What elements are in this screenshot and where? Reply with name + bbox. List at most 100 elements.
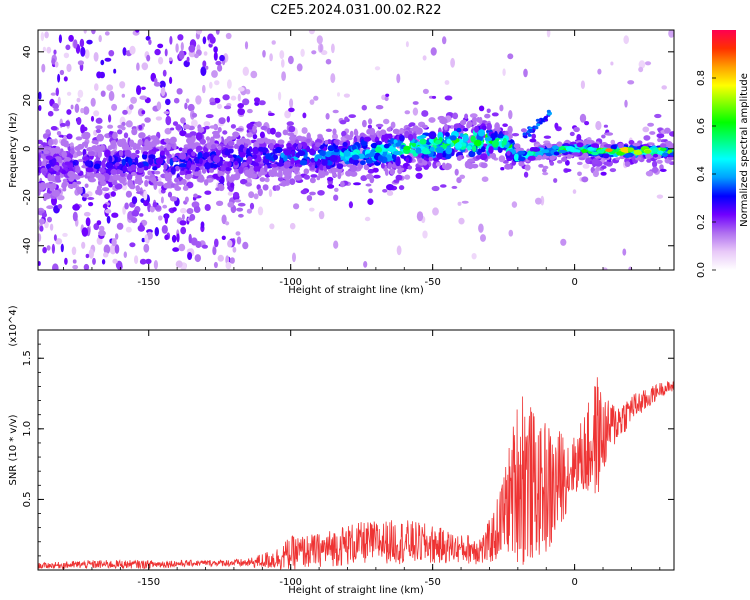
spectrogram-noise-blob bbox=[65, 44, 71, 51]
spectrogram-noise-blob bbox=[624, 99, 628, 108]
spectrogram-band-blob bbox=[545, 142, 553, 149]
spectrogram-noise-blob bbox=[211, 70, 218, 78]
spectrogram-band-blob bbox=[517, 156, 526, 161]
spectrogram-halo-blob bbox=[301, 127, 308, 134]
spectrogram-halo-blob bbox=[478, 105, 485, 112]
spectrogram-band-blob bbox=[461, 119, 467, 124]
spectrogram-band-blob bbox=[395, 142, 401, 147]
spectrogram-noise-blob bbox=[157, 43, 164, 49]
spectrogram-band-blob bbox=[151, 148, 160, 152]
spectrogram-band-blob bbox=[114, 162, 120, 167]
spectrogram-halo-blob bbox=[344, 116, 349, 122]
spectrogram-band-blob bbox=[432, 157, 440, 162]
spectrogram-band-blob bbox=[316, 175, 321, 181]
spectrogram-band-blob bbox=[375, 140, 383, 145]
spectrogram-halo-blob bbox=[415, 166, 423, 172]
spectrogram-noise-blob bbox=[236, 236, 242, 245]
spectrogram-band-blob bbox=[167, 177, 172, 182]
spectrogram-noise-blob bbox=[209, 81, 213, 89]
spectrogram-band-blob bbox=[232, 131, 240, 138]
spectrogram-band-blob bbox=[387, 162, 393, 170]
spectrogram-noise-blob bbox=[96, 71, 102, 79]
spectrogram-band-blob bbox=[128, 157, 133, 166]
spectrogram-halo-blob bbox=[395, 174, 403, 181]
snr-y-ticks: 0.5 1.0 1.5 bbox=[22, 343, 674, 557]
spectrogram-band-blob bbox=[212, 164, 218, 168]
spectrogram-noise-blob bbox=[227, 191, 233, 196]
spectrogram-band-blob bbox=[507, 134, 513, 139]
spectrogram-noise-blob bbox=[169, 76, 173, 84]
spectrogram-band-blob bbox=[252, 125, 257, 133]
spectrogram-noise-blob bbox=[63, 52, 70, 59]
spectrogram-band-blob bbox=[62, 178, 68, 183]
spectrogram-y-tick-label: 40 bbox=[22, 45, 33, 58]
spectrogram-noise-blob bbox=[560, 238, 567, 246]
spectrogram-band-blob bbox=[72, 181, 78, 189]
spectrogram-noise-blob bbox=[91, 30, 96, 35]
spectrogram-halo-blob bbox=[603, 161, 611, 166]
spectrogram-band-blob bbox=[148, 157, 154, 166]
spectrogram-band-blob bbox=[474, 139, 482, 147]
spectrogram-band-blob bbox=[258, 171, 265, 176]
spectrogram-noise-blob bbox=[53, 49, 57, 55]
spectrogram-noise-blob bbox=[508, 229, 514, 237]
spectrogram-halo-blob bbox=[199, 138, 206, 145]
spectrogram-noise-blob bbox=[308, 30, 315, 35]
spectrogram-halo-blob bbox=[204, 204, 211, 211]
spectrogram-halo-blob bbox=[248, 191, 255, 199]
spectrogram-band-blob bbox=[112, 131, 118, 140]
spectrogram-noise-blob bbox=[109, 244, 117, 255]
spectrogram-band-blob bbox=[246, 160, 252, 165]
spectrogram-band-blob bbox=[344, 134, 352, 139]
spectrogram-y-tick-label: 0 bbox=[22, 146, 33, 152]
spectrogram-halo-blob bbox=[300, 189, 308, 195]
spectrogram-band-blob bbox=[205, 136, 211, 141]
spectrogram-band-blob bbox=[470, 135, 476, 143]
spectrogram-band-blob bbox=[246, 148, 251, 157]
spectrogram-halo-blob bbox=[553, 178, 558, 183]
spectrogram-noise-blob bbox=[227, 239, 233, 248]
spectrogram-noise-blob bbox=[374, 66, 381, 71]
spectrogram-x-tick-label: -100 bbox=[279, 277, 302, 288]
spectrogram-halo-blob bbox=[520, 128, 527, 133]
snr-series-line bbox=[37, 377, 675, 570]
spectrogram-noise-blob bbox=[186, 56, 190, 63]
spectrogram-halo-blob bbox=[435, 162, 442, 167]
spectrogram-noise-blob bbox=[83, 263, 90, 270]
spectrogram-band-blob bbox=[478, 116, 483, 125]
spectrogram-band-blob bbox=[419, 138, 427, 145]
spectrogram-halo-blob bbox=[180, 117, 186, 124]
spectrogram-band-blob bbox=[395, 158, 401, 167]
spectrogram-noise-blob bbox=[337, 92, 340, 97]
spectrogram-band-blob bbox=[428, 156, 433, 162]
spectrogram-band-blob bbox=[633, 149, 642, 155]
spectrogram-noise-blob bbox=[330, 73, 336, 84]
spectrogram-halo-blob bbox=[149, 205, 155, 213]
spectrogram-noise-blob bbox=[49, 223, 54, 231]
spectrogram-noise-blob bbox=[125, 190, 132, 198]
spectrogram-noise-blob bbox=[244, 41, 249, 50]
spectrogram-band-blob bbox=[582, 152, 589, 158]
spectrogram-band-blob bbox=[84, 160, 92, 167]
spectrogram-noise-blob bbox=[422, 88, 429, 94]
spectrogram-halo-blob bbox=[131, 209, 140, 217]
spectrogram-band-blob bbox=[164, 172, 169, 179]
spectrogram-noise-blob bbox=[123, 251, 128, 258]
spectrogram-band-blob bbox=[409, 127, 417, 132]
spectrogram-halo-blob bbox=[392, 128, 400, 135]
spectrogram-noise-blob bbox=[546, 30, 551, 38]
spectrogram-noise-blob bbox=[396, 73, 401, 84]
spectrogram-band-blob bbox=[662, 152, 668, 158]
spectrogram-noise-blob bbox=[165, 98, 171, 106]
spectrogram-noise-blob bbox=[257, 206, 264, 216]
spectrogram-band-blob bbox=[472, 120, 477, 126]
spectrogram-band-blob bbox=[306, 138, 311, 143]
spectrogram-band-blob bbox=[209, 168, 215, 173]
spectrogram-marks bbox=[38, 109, 674, 202]
spectrogram-band-blob bbox=[88, 177, 96, 183]
spectrogram-band-blob bbox=[651, 147, 659, 153]
spectrogram-band-blob bbox=[131, 128, 138, 136]
spectrogram-noise-blob bbox=[155, 116, 163, 121]
spectrogram-band-blob bbox=[488, 146, 494, 154]
spectrogram-halo-blob bbox=[456, 177, 462, 184]
